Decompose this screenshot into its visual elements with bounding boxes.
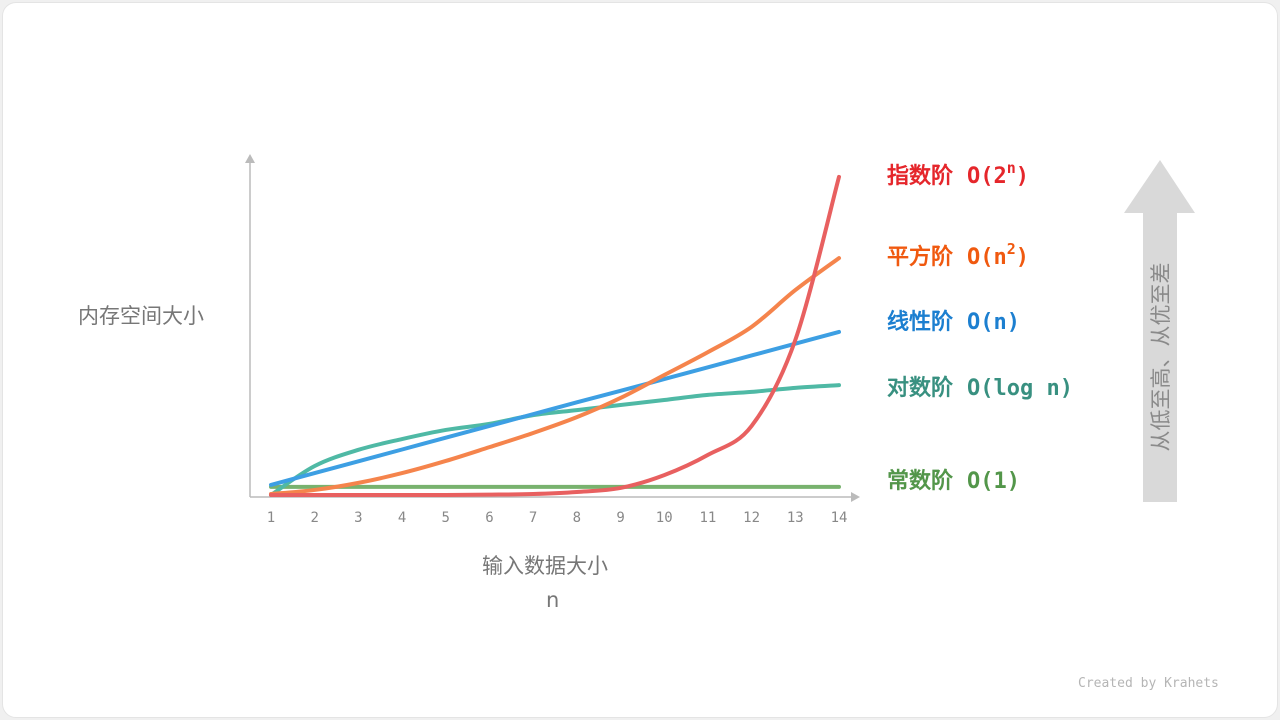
- x-tick-label: 14: [831, 510, 848, 526]
- x-tick-label: 8: [573, 510, 581, 526]
- legend-notation: O(n: [967, 245, 1007, 270]
- x-tick-label: 11: [699, 510, 716, 526]
- x-axis-label: 输入数据大小: [482, 554, 608, 578]
- legend-linear: 线性阶 O(n): [887, 312, 1020, 334]
- paren: ): [1015, 245, 1030, 270]
- paren: ): [1015, 164, 1030, 189]
- legend-quadratic: 平方阶 O(n2): [887, 242, 1030, 270]
- legend-sup: n: [1006, 159, 1016, 177]
- legend-constant: 常数阶 O(1): [887, 471, 1020, 493]
- credit: Created by Krahets: [1078, 676, 1219, 691]
- legend-notation: O(log n): [967, 376, 1073, 401]
- x-tick-label: 12: [743, 510, 760, 526]
- x-tick-label: 10: [656, 510, 673, 526]
- x-axis-arrow-icon: [851, 492, 860, 502]
- x-tick-label: 1: [267, 510, 275, 526]
- legend-exponential: 指数阶 O(2n): [887, 161, 1030, 189]
- legend-name: 对数阶: [887, 376, 954, 401]
- legend-name: 指数阶: [887, 164, 954, 189]
- series-line-2: [269, 329, 841, 487]
- arrow-icon: [1124, 160, 1195, 502]
- series-line-4: [269, 174, 841, 497]
- series-line-3: [269, 256, 841, 496]
- x-axis-sublabel: n: [546, 588, 560, 612]
- legend-notation: O(2: [967, 164, 1007, 189]
- y-axis-arrow-icon: [245, 154, 255, 163]
- legend-notation: O(1): [967, 469, 1020, 494]
- legend-notation: O(n): [967, 310, 1020, 335]
- x-tick-label: 9: [616, 510, 624, 526]
- x-tick-label: 6: [485, 510, 493, 526]
- x-tick-label: 2: [310, 510, 318, 526]
- legend-name: 平方阶: [887, 245, 954, 270]
- x-tick-label: 4: [398, 510, 406, 526]
- x-tick-label: 3: [354, 510, 362, 526]
- legend-name: 常数阶: [887, 469, 954, 494]
- series-line-1: [269, 383, 841, 497]
- y-axis-label: 内存空间大小: [78, 304, 204, 328]
- arrow-text: 从低至高、从优至差: [1149, 262, 1173, 452]
- x-tick-label: 13: [787, 510, 804, 526]
- legend-logarithmic: 对数阶 O(log n): [887, 378, 1073, 400]
- x-tick-label: 5: [442, 510, 450, 526]
- order-arrow: [1124, 160, 1195, 502]
- x-tick-label: 7: [529, 510, 537, 526]
- legend-name: 线性阶: [887, 310, 954, 335]
- legend-sup: 2: [1006, 240, 1016, 258]
